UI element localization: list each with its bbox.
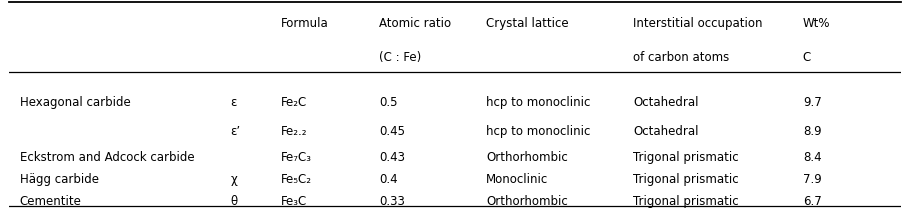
Text: of carbon atoms: of carbon atoms bbox=[633, 51, 730, 64]
Text: 0.4: 0.4 bbox=[379, 173, 398, 186]
Text: Interstitial occupation: Interstitial occupation bbox=[633, 17, 763, 30]
Text: (C : Fe): (C : Fe) bbox=[379, 51, 421, 64]
Text: Fe₇C₃: Fe₇C₃ bbox=[281, 151, 312, 164]
Text: θ: θ bbox=[230, 194, 238, 207]
Text: 8.4: 8.4 bbox=[803, 151, 822, 164]
Text: Crystal lattice: Crystal lattice bbox=[486, 17, 569, 30]
Text: Octahedral: Octahedral bbox=[633, 96, 699, 109]
Text: Monoclinic: Monoclinic bbox=[486, 173, 549, 186]
Text: ε: ε bbox=[230, 96, 237, 109]
Text: Trigonal prismatic: Trigonal prismatic bbox=[633, 151, 739, 164]
Text: Orthorhombic: Orthorhombic bbox=[486, 194, 568, 207]
Text: Formula: Formula bbox=[281, 17, 329, 30]
Text: Eckstrom and Adcock carbide: Eckstrom and Adcock carbide bbox=[20, 151, 195, 164]
Text: 0.43: 0.43 bbox=[379, 151, 405, 164]
Text: χ: χ bbox=[230, 173, 237, 186]
Text: 0.33: 0.33 bbox=[379, 194, 405, 207]
Text: 7.9: 7.9 bbox=[803, 173, 822, 186]
Text: Fe₃C: Fe₃C bbox=[281, 194, 308, 207]
Text: 0.5: 0.5 bbox=[379, 96, 398, 109]
Text: 9.7: 9.7 bbox=[803, 96, 822, 109]
Text: Orthorhombic: Orthorhombic bbox=[486, 151, 568, 164]
Text: hcp to monoclinic: hcp to monoclinic bbox=[486, 96, 591, 109]
Text: 0.45: 0.45 bbox=[379, 125, 405, 138]
Text: Hexagonal carbide: Hexagonal carbide bbox=[20, 96, 130, 109]
Text: Trigonal prismatic: Trigonal prismatic bbox=[633, 194, 739, 207]
Text: C: C bbox=[803, 51, 811, 64]
Text: 8.9: 8.9 bbox=[803, 125, 822, 138]
Text: Octahedral: Octahedral bbox=[633, 125, 699, 138]
Text: Cementite: Cementite bbox=[20, 194, 82, 207]
Text: 6.7: 6.7 bbox=[803, 194, 822, 207]
Text: hcp to monoclinic: hcp to monoclinic bbox=[486, 125, 591, 138]
Text: Fe₂.₂: Fe₂.₂ bbox=[281, 125, 308, 138]
Text: Fe₅C₂: Fe₅C₂ bbox=[281, 173, 312, 186]
Text: Atomic ratio: Atomic ratio bbox=[379, 17, 451, 30]
Text: ε’: ε’ bbox=[230, 125, 240, 138]
Text: Hägg carbide: Hägg carbide bbox=[20, 173, 99, 186]
Text: Fe₂C: Fe₂C bbox=[281, 96, 308, 109]
Text: Trigonal prismatic: Trigonal prismatic bbox=[633, 173, 739, 186]
Text: Wt%: Wt% bbox=[803, 17, 830, 30]
